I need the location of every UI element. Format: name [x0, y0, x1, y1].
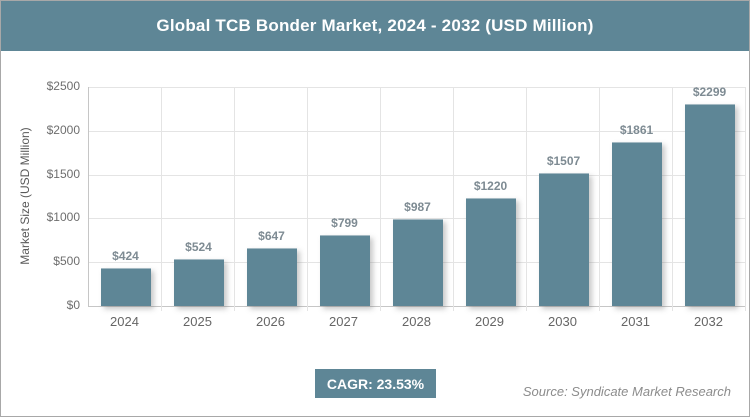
gridline-vertical — [307, 87, 308, 311]
bar-2026 — [246, 248, 297, 306]
bar-value-label: $524 — [185, 240, 212, 255]
gridline-vertical — [161, 87, 162, 311]
bar-2028 — [392, 218, 443, 306]
bar-value-label: $987 — [404, 199, 431, 214]
chart-title: Global TCB Bonder Market, 2024 - 2032 (U… — [156, 16, 594, 35]
x-tick-label-2032: 2032 — [694, 314, 723, 329]
gridline-vertical — [745, 87, 746, 311]
cagr-badge: CAGR: 23.53% — [315, 369, 436, 398]
gridline-vertical — [599, 87, 600, 311]
gridline-horizontal — [89, 130, 746, 132]
x-tick-label-2029: 2029 — [475, 314, 504, 329]
y-tick-label: $0 — [66, 298, 80, 312]
x-tick-label-2025: 2025 — [183, 314, 212, 329]
gridline-horizontal — [89, 174, 746, 176]
bar-2027 — [319, 235, 370, 306]
bar-value-label: $1861 — [619, 122, 654, 137]
x-tick-label-2026: 2026 — [256, 314, 285, 329]
x-tick-label-2030: 2030 — [548, 314, 577, 329]
y-tick-label: $1000 — [46, 210, 80, 225]
x-tick-label-2024: 2024 — [110, 314, 139, 329]
gridline-vertical — [672, 87, 673, 311]
gridline-vertical — [380, 87, 381, 311]
bar-value-label: $424 — [112, 248, 139, 263]
chart-title-bar: Global TCB Bonder Market, 2024 - 2032 (U… — [1, 1, 749, 51]
bar-2030 — [538, 173, 589, 306]
gridline-horizontal — [89, 87, 746, 88]
x-tick-label-2027: 2027 — [329, 314, 358, 329]
y-tick-label: $500 — [53, 254, 80, 269]
bar-value-label: $647 — [258, 229, 285, 244]
bar-value-label: $799 — [331, 216, 358, 231]
bar-value-label: $2299 — [692, 84, 727, 99]
bar-value-label: $1507 — [546, 154, 581, 168]
y-tick-label: $2500 — [46, 79, 80, 93]
bar-2025 — [173, 259, 224, 306]
gridline-vertical — [453, 87, 454, 311]
x-tick-label-2031: 2031 — [621, 314, 650, 329]
y-tick-label: $2000 — [46, 122, 80, 137]
y-axis-title: Market Size (USD Million) — [18, 127, 32, 265]
x-tick-label-2028: 2028 — [402, 314, 431, 329]
plot-area: $424 $524 $647 $799 $987 $1220 $1507 $1861 $2299 — [88, 84, 746, 311]
bar-2032 — [684, 103, 735, 306]
bar-2029 — [465, 198, 516, 306]
bar-2031 — [611, 141, 662, 306]
source-attribution: Source: Syndicate Market Research — [522, 384, 731, 399]
gridline-vertical — [526, 87, 527, 311]
bar-value-label: $1220 — [473, 179, 508, 194]
gridline-vertical — [234, 87, 235, 311]
bar-2024 — [100, 267, 151, 306]
y-tick-label: $1500 — [46, 166, 80, 181]
